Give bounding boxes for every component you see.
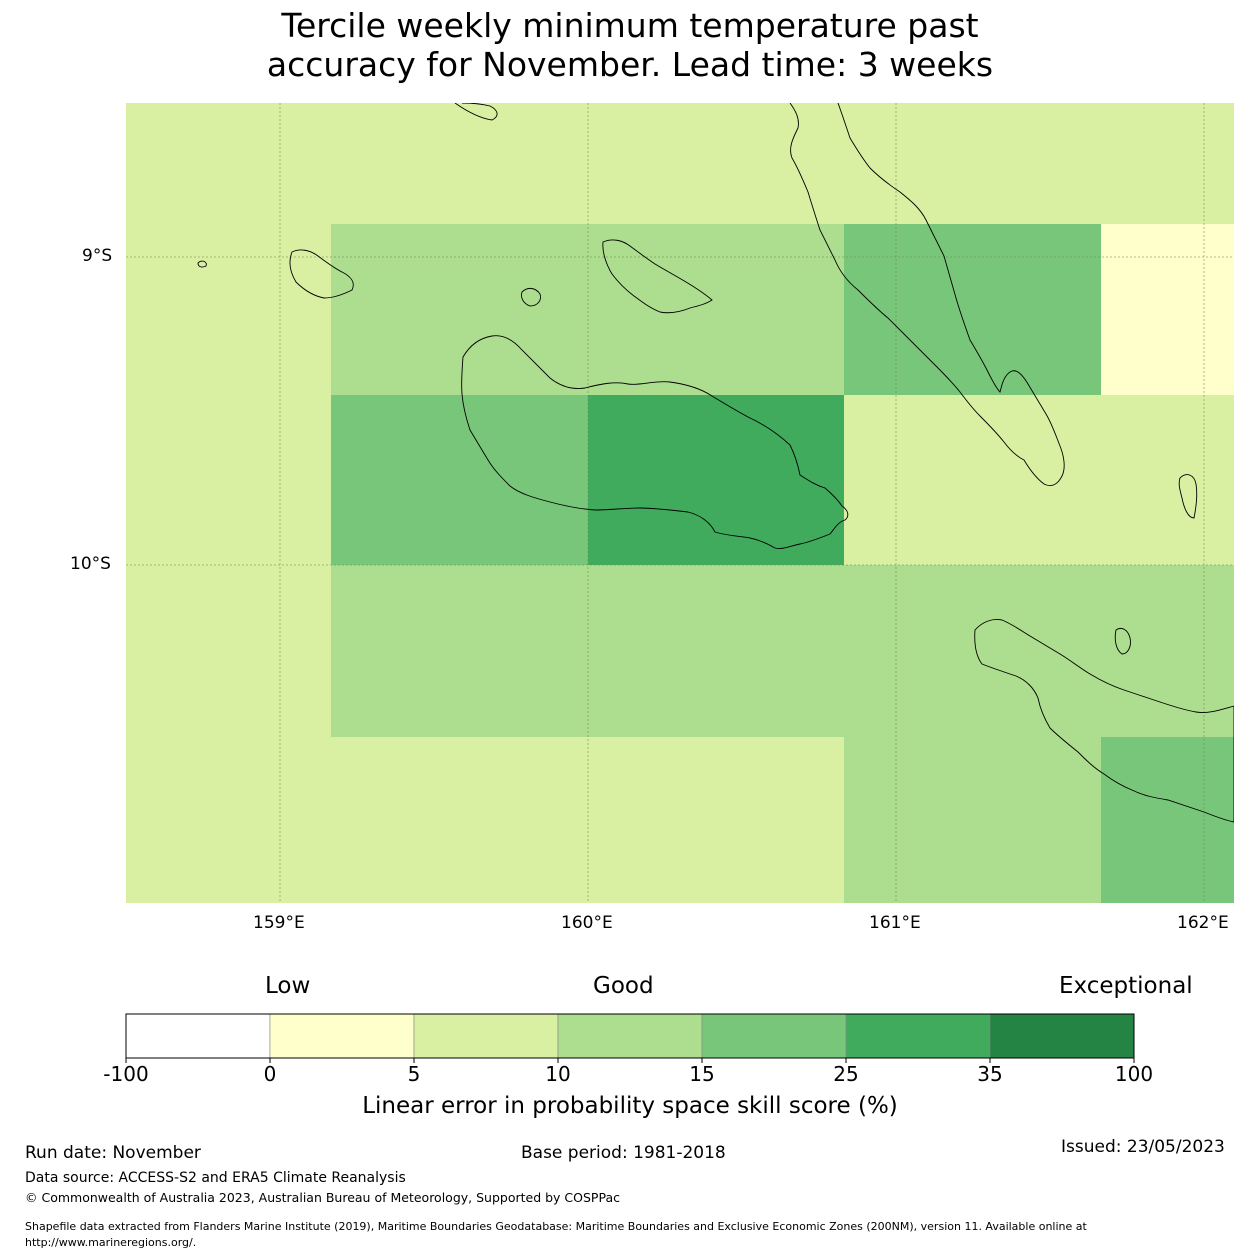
copyright: © Commonwealth of Australia 2023, Austra…	[25, 1190, 620, 1205]
grid-cell	[126, 103, 1234, 224]
lon-label-161e: 161°E	[869, 913, 921, 933]
grid-cell	[126, 395, 331, 565]
lat-label-10s: 10°S	[70, 554, 111, 574]
chart-title-line1: Tercile weekly minimum temperature past	[281, 6, 979, 45]
colorbar-tick: 0	[263, 1062, 277, 1086]
coastline-savo-island	[521, 287, 541, 307]
colorbar-tick: 100	[1114, 1062, 1154, 1086]
coastline-east-island	[1178, 474, 1198, 519]
grid-cell	[331, 565, 1234, 737]
grid-cell	[844, 737, 1101, 903]
grid-cell	[126, 565, 331, 737]
colorbar-label-good: Good	[593, 973, 654, 999]
grid-cell	[331, 395, 588, 565]
grid-cell	[844, 224, 1101, 395]
coastline-small-island	[197, 260, 207, 268]
issued-date: Issued: 23/05/2023	[1061, 1137, 1225, 1157]
base-period: Base period: 1981-2018	[521, 1143, 726, 1163]
colorbar-segment	[701, 1013, 847, 1059]
colorbar-segment	[845, 1013, 991, 1059]
graticule	[126, 103, 1234, 903]
grid-cell	[1101, 224, 1234, 395]
grid-cell	[126, 224, 331, 395]
colorbar-segment	[989, 1013, 1135, 1059]
colorbar-label-exceptional: Exceptional	[1059, 973, 1193, 999]
coastline-russell-islands	[289, 249, 354, 299]
colorbar-axis-label: Linear error in probability space skill …	[362, 1093, 898, 1119]
grid-cell	[331, 224, 844, 395]
lon-label-160e: 160°E	[561, 913, 613, 933]
colorbar-tick: 35	[977, 1062, 1003, 1086]
lon-label-159e: 159°E	[253, 913, 305, 933]
colorbar	[125, 1013, 1135, 1063]
coastlines	[197, 103, 1234, 823]
shapefile-credit-line2: http://www.marineregions.org/.	[25, 1236, 197, 1249]
grid-cell	[126, 737, 844, 903]
colorbar-segment	[557, 1013, 703, 1059]
colorbar-segment	[269, 1013, 415, 1059]
colorbar-segment	[125, 1013, 271, 1059]
data-source: Data source: ACCESS-S2 and ERA5 Climate …	[25, 1170, 406, 1186]
coastline-ulawa	[1114, 627, 1131, 655]
chart-title-line2: accuracy for November. Lead time: 3 week…	[266, 45, 994, 84]
coastline-florida-islands	[602, 239, 713, 314]
coastline-malaita	[789, 103, 1065, 487]
grid-cell	[1101, 737, 1234, 903]
lon-label-162e: 162°E	[1177, 913, 1229, 933]
grid-cell	[588, 395, 844, 565]
colorbar-tick: 10	[545, 1062, 571, 1086]
shapefile-credit-line1: Shapefile data extracted from Flanders M…	[25, 1220, 1087, 1233]
colorbar-segment	[413, 1013, 559, 1059]
colorbar-label-low: Low	[265, 973, 311, 999]
colorbar-tick: 25	[833, 1062, 859, 1086]
skill-grid	[126, 103, 1234, 903]
run-date: Run date: November	[25, 1143, 201, 1163]
colorbar-tick: 5	[407, 1062, 421, 1086]
colorbar-tick: 15	[689, 1062, 715, 1086]
coastline-guadalcanal	[461, 335, 849, 549]
colorbar-tick: -100	[103, 1062, 149, 1086]
coastline-north-islands	[454, 103, 498, 121]
colorbar-frame	[125, 1013, 1135, 1059]
coastline-makira	[974, 619, 1234, 823]
lat-label-9s: 9°S	[82, 246, 113, 266]
